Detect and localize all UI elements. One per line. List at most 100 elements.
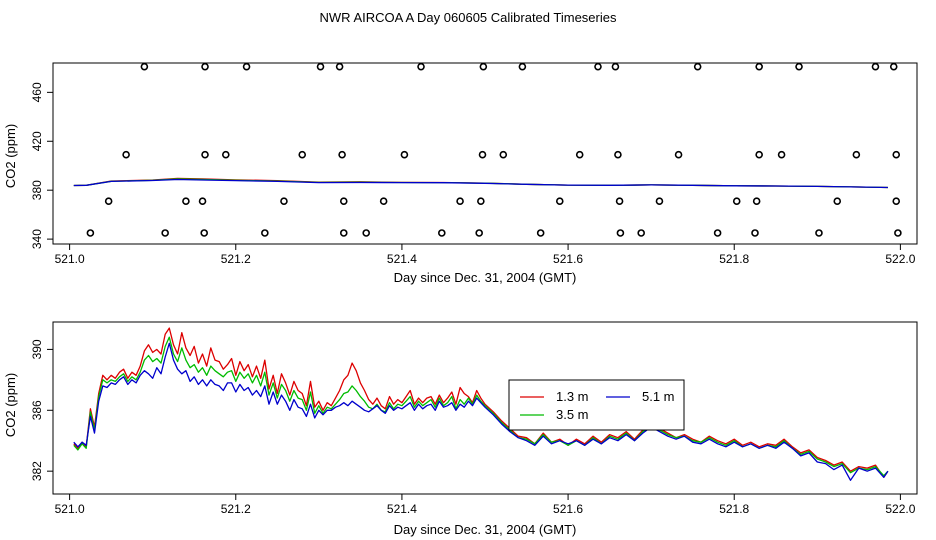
bottom-y-tick-label: 386 <box>30 400 44 420</box>
legend-label: 1.3 m <box>556 389 589 404</box>
calibration-marker <box>104 197 113 205</box>
calibration-marker <box>615 197 624 205</box>
bottom-series-5-1-mm-line <box>73 342 889 481</box>
calibration-marker <box>122 150 130 159</box>
bottom-y-axis: 382 386 390 <box>30 339 54 481</box>
calibration-marker <box>475 229 483 237</box>
calibration-marker <box>892 197 901 205</box>
calibration-marker <box>198 197 207 205</box>
bottom-series-3-5-mm-line <box>73 336 889 477</box>
calibration-marker <box>140 62 149 71</box>
calibration-marker <box>755 150 763 159</box>
calibration-marker <box>437 229 446 237</box>
calibration-marker <box>339 229 348 237</box>
bottom-x-tick-label: 521.6 <box>553 502 583 516</box>
bottom-y-tick-label: 390 <box>30 339 44 359</box>
calibration-marker <box>852 150 861 159</box>
calibration-marker <box>536 229 545 237</box>
calibration-marker <box>456 197 464 205</box>
calibration-marker <box>479 62 488 71</box>
top-y-axis-label: CO2 (ppm) <box>3 124 18 188</box>
calibration-marker <box>298 150 307 159</box>
calibration-marker <box>182 197 190 205</box>
legend-label: 5.1 m <box>642 389 675 404</box>
bottom-series-1-3-mm-line <box>73 327 889 478</box>
calibration-marker <box>161 229 169 237</box>
calibration-marker <box>611 62 620 71</box>
calibration-marker <box>894 229 902 237</box>
calibration-marker <box>280 197 288 205</box>
top-series <box>73 177 888 189</box>
calibration-marker <box>655 197 664 205</box>
calibration-marker <box>713 229 722 237</box>
bottom-x-tick-label: 521.8 <box>719 502 749 516</box>
calibration-marker <box>833 197 842 205</box>
calibration-marker <box>614 150 622 159</box>
calibration-marker <box>616 229 625 237</box>
top-y-axis: 340 380 420 460 <box>30 82 54 249</box>
calibration-marker <box>752 197 761 205</box>
bottom-y-axis-label: CO2 (ppm) <box>3 373 18 437</box>
calibration-marker <box>693 62 702 71</box>
top-x-axis-label: Day since Dec. 31, 2004 (GMT) <box>394 270 577 285</box>
calibration-marker <box>338 150 346 159</box>
bottom-y-tick-label: 382 <box>30 461 44 481</box>
calibration-marker <box>261 229 269 237</box>
calibration-marker <box>478 150 487 159</box>
calibration-marker <box>400 150 409 159</box>
top-x-tick-label: 521.0 <box>55 252 85 266</box>
top-x-axis: 521.0 521.2 521.4 521.6 521.8 522.0 <box>55 243 916 266</box>
calibration-marker <box>892 150 901 159</box>
calibration-marker <box>871 62 880 71</box>
calibration-marker <box>379 197 388 205</box>
bottom-x-axis-label: Day since Dec. 31, 2004 (GMT) <box>394 522 577 537</box>
calibration-marker <box>316 62 325 71</box>
bottom-x-tick-label: 521.2 <box>221 502 251 516</box>
calibration-marker <box>751 229 759 237</box>
calibration-marker <box>499 150 508 159</box>
top-markers <box>86 62 902 237</box>
calibration-marker <box>201 150 209 159</box>
legend: 1.3 m 3.5 m 5.1 m <box>508 379 685 431</box>
calibration-marker <box>674 150 683 159</box>
bottom-x-tick-label: 522.0 <box>885 502 915 516</box>
calibration-marker <box>335 62 344 71</box>
calibration-marker <box>417 62 425 71</box>
top-y-tick-label: 340 <box>30 229 44 249</box>
top-x-tick-label: 521.2 <box>221 252 251 266</box>
top-x-tick-label: 522.0 <box>885 252 915 266</box>
calibration-marker <box>339 197 348 205</box>
bottom-panel: 521.0 521.2 521.4 521.6 521.8 522.0 382 386 390… <box>3 321 918 537</box>
calibration-marker <box>200 229 208 237</box>
calibration-marker <box>222 150 230 159</box>
calibration-marker <box>477 197 485 205</box>
top-panel: 521.0 521.2 521.4 521.6 521.8 522.0 340 380 420… <box>3 62 918 285</box>
calibration-marker <box>732 197 741 205</box>
calibration-marker <box>518 62 527 71</box>
calibration-marker <box>362 229 371 237</box>
top-x-tick-label: 521.6 <box>553 252 583 266</box>
bottom-x-tick-label: 521.4 <box>387 502 417 516</box>
calibration-marker <box>777 150 786 159</box>
bottom-x-tick-label: 521.0 <box>55 502 85 516</box>
top-x-tick-label: 521.4 <box>387 252 417 266</box>
calibration-marker <box>815 229 823 237</box>
calibration-marker <box>575 150 584 159</box>
top-y-tick-label: 380 <box>30 180 44 200</box>
calibration-marker <box>201 62 209 71</box>
calibration-marker <box>594 62 602 71</box>
calibration-marker <box>889 62 898 71</box>
bottom-series <box>73 327 889 481</box>
figure-title: NWR AIRCOA A Day 060605 Calibrated Times… <box>320 10 617 25</box>
calibration-marker <box>637 229 645 237</box>
bottom-x-axis: 521.0 521.2 521.4 521.6 521.8 522.0 <box>55 493 916 516</box>
calibration-marker <box>755 62 763 71</box>
calibration-marker <box>555 197 564 205</box>
legend-label: 3.5 m <box>556 407 589 422</box>
top-y-tick-label: 460 <box>30 82 44 102</box>
top-x-tick-label: 521.8 <box>719 252 749 266</box>
calibration-marker <box>242 62 251 71</box>
top-series-5-1-mm-line <box>73 178 888 189</box>
legend-box <box>508 379 685 431</box>
